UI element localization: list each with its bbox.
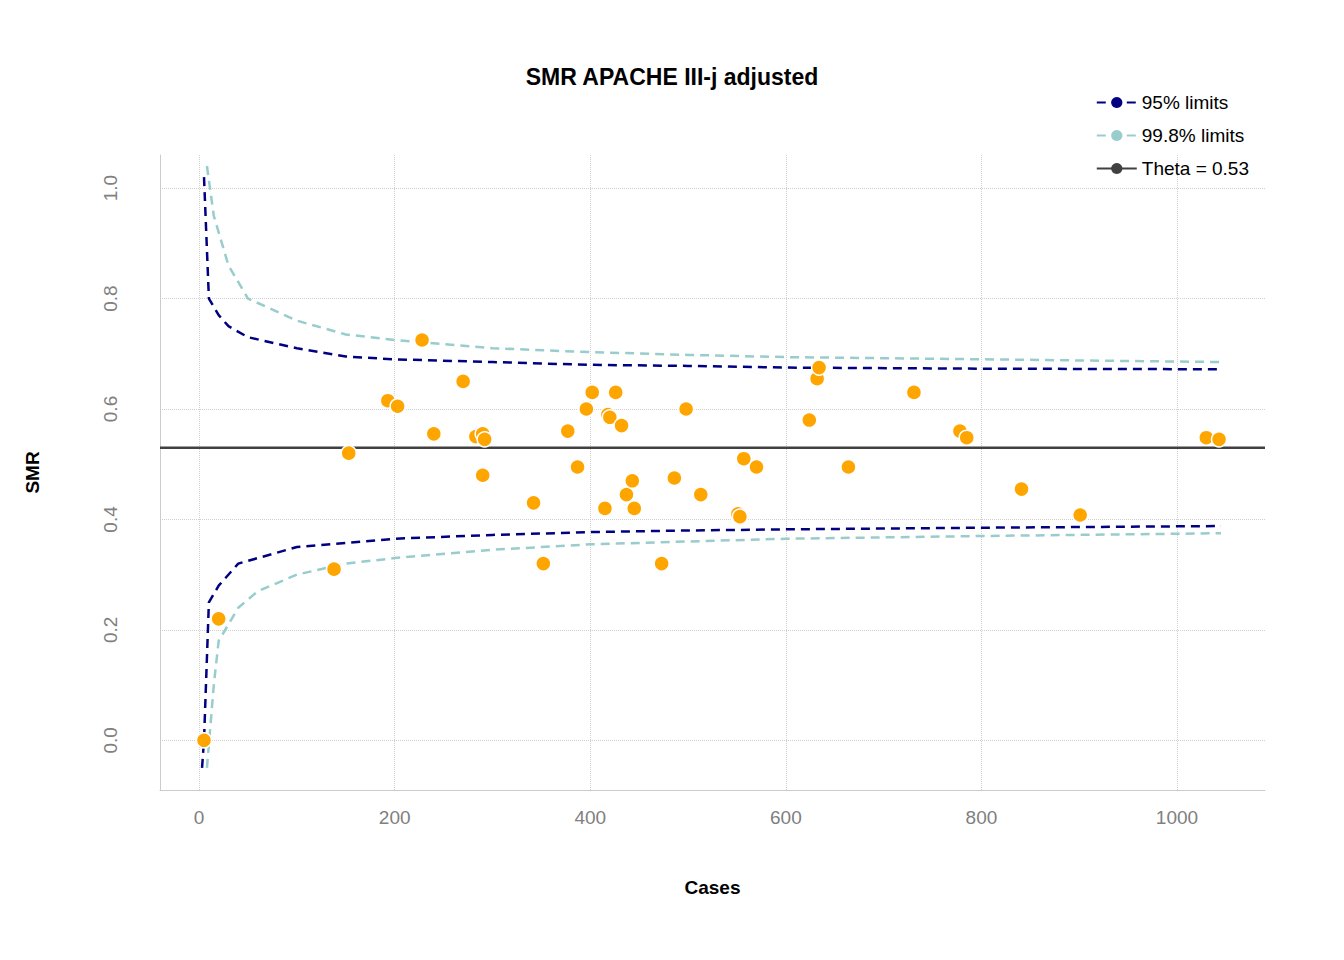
svg-text:99.8% limits: 99.8% limits: [1142, 125, 1244, 146]
svg-text:200: 200: [379, 807, 411, 828]
svg-text:0: 0: [194, 807, 205, 828]
svg-text:SMR: SMR: [22, 451, 43, 494]
svg-text:0.2: 0.2: [100, 617, 121, 643]
svg-text:800: 800: [966, 807, 998, 828]
svg-text:600: 600: [770, 807, 802, 828]
svg-text:Theta = 0.53: Theta = 0.53: [1142, 158, 1249, 179]
svg-text:Cases: Cases: [685, 877, 741, 898]
svg-text:1.0: 1.0: [100, 175, 121, 201]
svg-text:95% limits: 95% limits: [1142, 92, 1229, 113]
svg-text:0.4: 0.4: [100, 506, 121, 533]
svg-text:SMR APACHE III-j adjusted: SMR APACHE III-j adjusted: [526, 64, 819, 90]
svg-text:1000: 1000: [1156, 807, 1198, 828]
svg-text:0.8: 0.8: [100, 285, 121, 311]
svg-text:400: 400: [574, 807, 606, 828]
svg-text:0.6: 0.6: [100, 396, 121, 422]
svg-text:0.0: 0.0: [100, 727, 121, 753]
